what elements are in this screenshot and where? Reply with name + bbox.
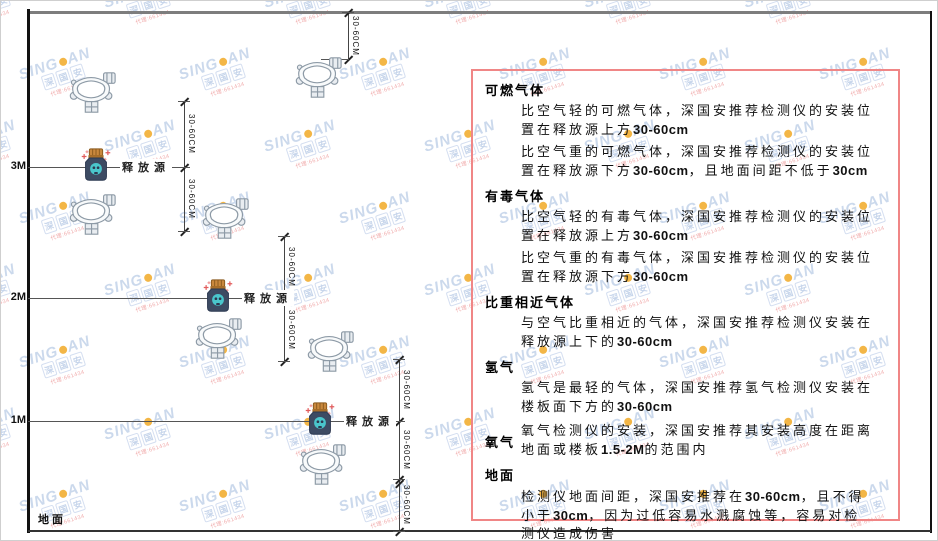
section-paragraph: 比空气轻的有毒气体，深国安推荐检测仪的安装位置在释放源上方30-60cm xyxy=(521,210,874,244)
section-paragraph: 检测仪地面间距，深国安推荐在30-60cm，且不得小于30cm，因为过低容易水溅… xyxy=(521,489,865,541)
release-source-icon xyxy=(199,278,237,321)
height-reference-line xyxy=(28,420,399,422)
gas-detector-icon xyxy=(306,328,356,379)
gas-detector-icon xyxy=(294,54,344,105)
dimension-label: 30-60CM xyxy=(402,370,411,410)
dimension-extension-line xyxy=(393,479,405,480)
section-title: 有毒气体 xyxy=(485,190,546,205)
gas-detector-icon xyxy=(201,195,251,246)
gas-detector-icon xyxy=(194,315,244,366)
panel-section: 地面 检测仪地面间距，深国安推荐在30-60cm，且不得小于30cm，因为过低容易… xyxy=(485,465,884,541)
dimension-extension-line xyxy=(278,236,290,237)
height-label-2m: 2M xyxy=(10,291,26,303)
right-wall-line xyxy=(930,11,932,533)
section-title: 氧气 xyxy=(485,436,516,451)
dimension-label: 30-60CM xyxy=(187,114,196,154)
dimension-label: 30-60CM xyxy=(287,247,296,287)
release-source-icon xyxy=(77,147,115,190)
section-paragraph: 氢气是最轻的气体，深国安推荐氢气检测仪安装在楼板面下方的30-60cm xyxy=(521,381,874,415)
gas-detector-icon xyxy=(68,69,118,120)
height-label-3m: 3M xyxy=(10,160,26,172)
dimension-extension-line xyxy=(393,421,405,422)
dimension-extension-line xyxy=(393,359,405,360)
panel-section: 氢气 氢气是最轻的气体，深国安推荐氢气检测仪安装在楼板面下方的30-60cm xyxy=(485,357,884,417)
dimension-extension-line xyxy=(393,531,405,532)
panel-section: 比重相近气体与空气比重相近的气体，深国安推荐检测仪安装在释放源上下的30-60c… xyxy=(485,292,884,352)
ceiling-line xyxy=(28,11,931,14)
dimension-extension-line xyxy=(178,101,190,102)
left-wall-line xyxy=(27,9,30,533)
release-source-label: 释放源 xyxy=(120,159,172,175)
dimension-extension-line xyxy=(278,361,290,362)
gas-detector-icon xyxy=(68,191,118,242)
section-title: 比重相近气体 xyxy=(485,296,576,311)
section-paragraph: 与空气比重相近的气体，深国安推荐检测仪安装在释放源上下的30-60cm xyxy=(521,316,874,350)
dimension-label: 30-60CM xyxy=(402,485,411,525)
panel-section: 有毒气体比空气轻的有毒气体，深国安推荐检测仪的安装位置在释放源上方30-60cm… xyxy=(485,186,884,287)
dimension-extension-line xyxy=(178,167,190,168)
dimension-label: 30-60CM xyxy=(287,309,296,350)
dimension-line xyxy=(399,359,400,531)
dimension-extension-line xyxy=(342,12,354,13)
info-panel: 可燃气体比空气轻的可燃气体，深国安推荐检测仪的安装位置在释放源上方30-60cm… xyxy=(471,69,900,540)
dimension-label: 30-60CM xyxy=(402,430,411,470)
floor-line xyxy=(28,530,931,532)
panel-section: 可燃气体比空气轻的可燃气体，深国安推荐检测仪的安装位置在释放源上方30-60cm… xyxy=(485,80,884,181)
release-source-label: 释放源 xyxy=(344,413,396,429)
dimension-line xyxy=(348,12,349,59)
section-title: 地面 xyxy=(485,469,516,484)
release-source-label: 释放源 xyxy=(242,290,294,306)
section-paragraph: 比空气重的有毒气体，深国安推荐检测仪的安装位置在释放源下方30-60cm xyxy=(521,251,874,285)
section-paragraph: 比空气重的可燃气体，深国安推荐检测仪的安装位置在释放源下方30-60cm，且地面… xyxy=(521,145,874,179)
height-label-1m: 1M xyxy=(10,414,26,426)
panel-section: 氧气 氧气检测仪的安装，深国安推荐其安装高度在距离地面或楼板1.5-2M的范围内 xyxy=(485,423,884,460)
release-source-icon xyxy=(301,401,339,444)
height-reference-line xyxy=(28,297,284,299)
section-paragraph: 比空气轻的可燃气体，深国安推荐检测仪的安装位置在释放源上方30-60cm xyxy=(521,104,874,138)
section-paragraph: 氧气检测仪的安装，深国安推荐其安装高度在距离地面或楼板1.5-2M的范围内 xyxy=(521,424,874,458)
ground-label: 地面 xyxy=(38,513,66,526)
section-title: 氢气 xyxy=(485,361,516,376)
dimension-extension-line xyxy=(178,231,190,232)
gas-detector-icon xyxy=(298,441,348,492)
dimension-label: 30-60CM xyxy=(351,15,360,56)
dimension-label: 30-60CM xyxy=(187,179,196,219)
section-title: 可燃气体 xyxy=(485,84,546,99)
